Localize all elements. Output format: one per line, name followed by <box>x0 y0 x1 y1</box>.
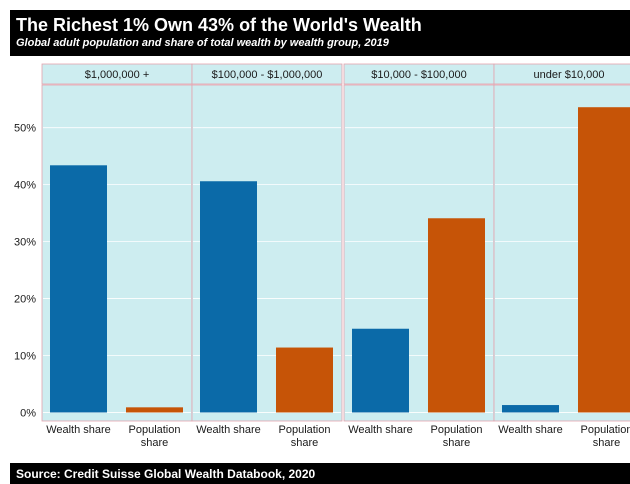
x-tick-label-under-10-000-wealth-share: Wealth share <box>498 424 563 436</box>
y-tick-label-10: 10% <box>14 351 36 363</box>
facet-label-100-000-1-000-000: $100,000 - $1,000,000 <box>212 69 323 81</box>
facet-strip-100-000-1-000-000 <box>191 63 343 85</box>
bar-under-10-000-population-share <box>578 107 630 413</box>
x-tick-label-under-10-000-population-share-line-1: Population <box>581 424 630 436</box>
bar-100-000-1-000-000-population-share <box>276 347 333 413</box>
facet-label-10-000-100-000: $10,000 - $100,000 <box>371 69 466 81</box>
x-tick-label-1-000-000-wealth-share: Wealth share <box>46 424 111 436</box>
y-tick-label-50: 50% <box>14 123 36 135</box>
x-tick-label-under-10-000-population-share-line-2: share <box>593 437 621 449</box>
facet-strip-under-10-000 <box>493 63 630 85</box>
facet-label-under-10-000: under $10,000 <box>534 69 605 81</box>
title-bar: The Richest 1% Own 43% of the World's We… <box>10 10 630 56</box>
bar-100-000-1-000-000-wealth-share <box>200 181 257 413</box>
bar-10-000-100-000-wealth-share <box>352 328 409 413</box>
bar-under-10-000-wealth-share <box>502 405 559 413</box>
x-tick-label-10-000-100-000-wealth-share: Wealth share <box>348 424 413 436</box>
chart-title: The Richest 1% Own 43% of the World's We… <box>16 15 422 35</box>
y-tick-label-20: 20% <box>14 294 36 306</box>
x-tick-label-100-000-1-000-000-wealth-share: Wealth share <box>196 424 261 436</box>
y-tick-label-0: 0% <box>20 407 36 419</box>
x-tick-label-10-000-100-000-population-share-line-1: Population <box>431 424 483 436</box>
facet-label-1-000-000: $1,000,000 + <box>85 69 150 81</box>
x-tick-label-1-000-000-population-share-line-2: share <box>141 437 169 449</box>
x-tick-label-100-000-1-000-000-population-share-line-1: Population <box>279 424 331 436</box>
source-bar: Source: Credit Suisse Global Wealth Data… <box>10 463 630 484</box>
x-tick-label-1-000-000-population-share-line-1: Population <box>129 424 181 436</box>
y-tick-label-40: 40% <box>14 180 36 192</box>
bar-1-000-000-population-share <box>126 407 183 413</box>
bar-10-000-100-000-population-share <box>428 218 485 413</box>
y-tick-label-30: 30% <box>14 237 36 249</box>
x-tick-label-10-000-100-000-population-share-line-2: share <box>443 437 471 449</box>
chart-subtitle: Global adult population and share of tot… <box>16 37 389 49</box>
source-note: Source: Credit Suisse Global Wealth Data… <box>16 467 316 481</box>
bar-1-000-000-wealth-share <box>50 165 107 413</box>
x-tick-label-100-000-1-000-000-population-share-line-2: share <box>291 437 319 449</box>
